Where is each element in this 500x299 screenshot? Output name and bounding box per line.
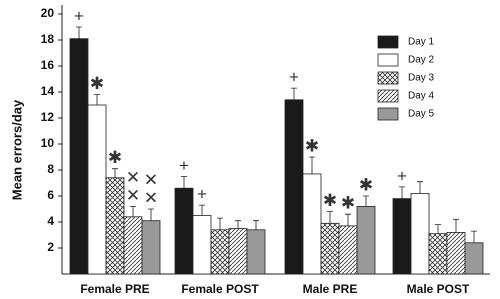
significance-marker: ✕ [126, 168, 140, 187]
legend-label: Day 5 [408, 109, 435, 120]
error-bar [327, 211, 333, 224]
bar [338, 225, 358, 275]
bar [69, 38, 89, 275]
significance-marker: + [74, 6, 84, 25]
error-bar [345, 213, 351, 226]
x-tick-label: Male PRE [303, 282, 358, 296]
significance-marker: ✱ [305, 136, 319, 155]
significance-marker: ✕ [126, 186, 140, 205]
error-bar [399, 186, 405, 199]
error-bar [199, 204, 205, 216]
bar [302, 173, 322, 275]
bar [446, 231, 466, 275]
significance-marker: ✱ [90, 74, 104, 93]
significance-marker: ✱ [359, 175, 373, 194]
y-tick-label: 6 [47, 188, 54, 202]
bar [141, 220, 161, 275]
significance-marker: ✕ [144, 188, 158, 207]
significance-marker: ✱ [108, 148, 122, 167]
error-bar [471, 230, 477, 243]
legend-swatch [377, 35, 399, 49]
y-tick-label: 2 [47, 240, 54, 254]
y-tick-label: 10 [41, 136, 55, 150]
significance-marker: + [197, 185, 207, 204]
error-bar [112, 168, 118, 178]
error-bar [217, 217, 223, 230]
bar [210, 229, 230, 275]
legend-swatch [377, 71, 399, 85]
y-tick-label: 16 [41, 58, 55, 72]
bar [192, 215, 212, 275]
error-bar [417, 181, 423, 194]
bar [392, 198, 412, 275]
error-bar [453, 219, 459, 233]
y-tick-label: 4 [47, 214, 54, 228]
bar [428, 233, 448, 275]
y-axis-label: Mean errors/day [9, 99, 24, 200]
legend-swatch [377, 53, 399, 67]
significance-marker: + [179, 156, 189, 175]
error-bar [94, 94, 100, 105]
x-tick-label: Male POST [407, 282, 470, 296]
bar [464, 242, 484, 275]
bar [356, 205, 376, 275]
x-tick-label: Female PRE [80, 282, 149, 296]
bar [174, 187, 194, 275]
error-bar [148, 208, 154, 221]
legend-label: Day 1 [408, 37, 435, 48]
legend-label: Day 3 [408, 73, 435, 84]
error-bar [291, 87, 297, 100]
bar [87, 104, 107, 275]
bar [284, 99, 304, 275]
y-tick-label: 12 [41, 110, 55, 124]
legend-swatch [377, 107, 399, 121]
error-bar [435, 224, 441, 234]
error-bar [76, 26, 82, 39]
bar [246, 229, 266, 275]
y-tick-label: 14 [41, 84, 55, 98]
significance-marker: + [397, 166, 407, 185]
error-bar [130, 206, 136, 217]
error-bar [253, 220, 259, 230]
y-tick-label: 8 [47, 162, 54, 176]
significance-marker: ✱ [341, 194, 355, 213]
error-bar [309, 156, 315, 174]
legend-label: Day 4 [408, 91, 435, 102]
significance-marker: ✕ [144, 170, 158, 189]
error-bar [235, 220, 241, 229]
legend-label: Day 2 [408, 55, 435, 66]
y-tick-label: 20 [41, 6, 55, 20]
bar [320, 222, 340, 275]
significance-marker: + [289, 68, 299, 87]
bar [123, 216, 143, 275]
legend-swatch [377, 89, 399, 103]
error-bar [181, 176, 187, 189]
y-tick-label: 18 [41, 32, 55, 46]
x-tick-label: Female POST [181, 282, 259, 296]
bar [228, 228, 248, 275]
bar [105, 177, 125, 275]
bar [410, 192, 430, 275]
error-bar [363, 195, 369, 207]
significance-marker: ✱ [323, 191, 337, 210]
